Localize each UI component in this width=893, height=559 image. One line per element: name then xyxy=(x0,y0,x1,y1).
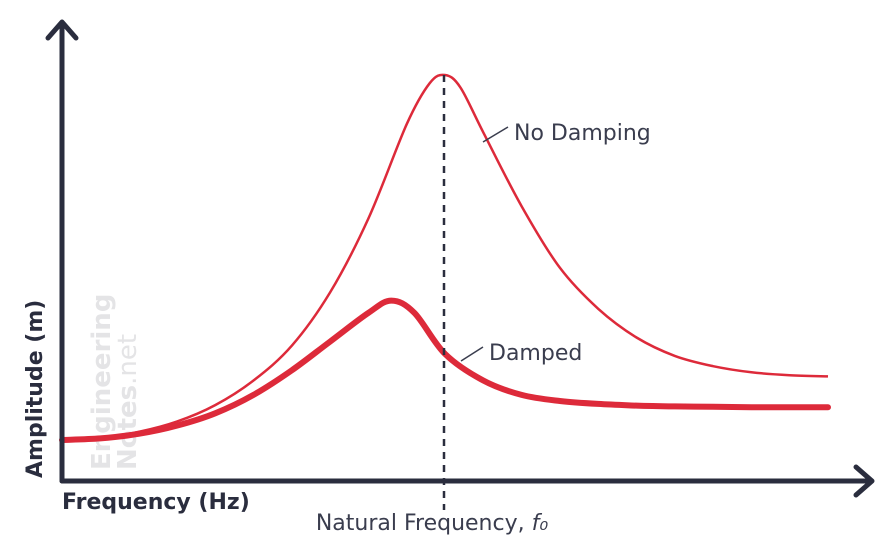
damped-leader xyxy=(460,346,484,362)
y-axis-title: Amplitude (m) xyxy=(23,300,48,478)
x-axis-arrow xyxy=(853,464,875,498)
y-axis-arrow xyxy=(45,19,79,41)
watermark-line2-bold: Notes xyxy=(113,385,143,470)
natural-frequency-symbol: f₀ xyxy=(532,511,549,536)
watermark-line2-light: .net xyxy=(113,334,143,385)
watermark-line2: Notes.net xyxy=(113,334,143,470)
natural-frequency-label: Natural Frequency, f₀ xyxy=(316,511,549,536)
series-label-no-damping: No Damping xyxy=(514,121,651,146)
watermark: Engineering Notes.net xyxy=(87,294,143,470)
natural-frequency-text: Natural Frequency, xyxy=(316,511,532,536)
series-damped-line xyxy=(59,297,831,443)
series-no-damping-line xyxy=(61,73,829,442)
no-damping-leader xyxy=(482,126,509,143)
series-label-damped: Damped xyxy=(489,341,582,366)
x-axis-title: Frequency (Hz) xyxy=(62,490,250,515)
